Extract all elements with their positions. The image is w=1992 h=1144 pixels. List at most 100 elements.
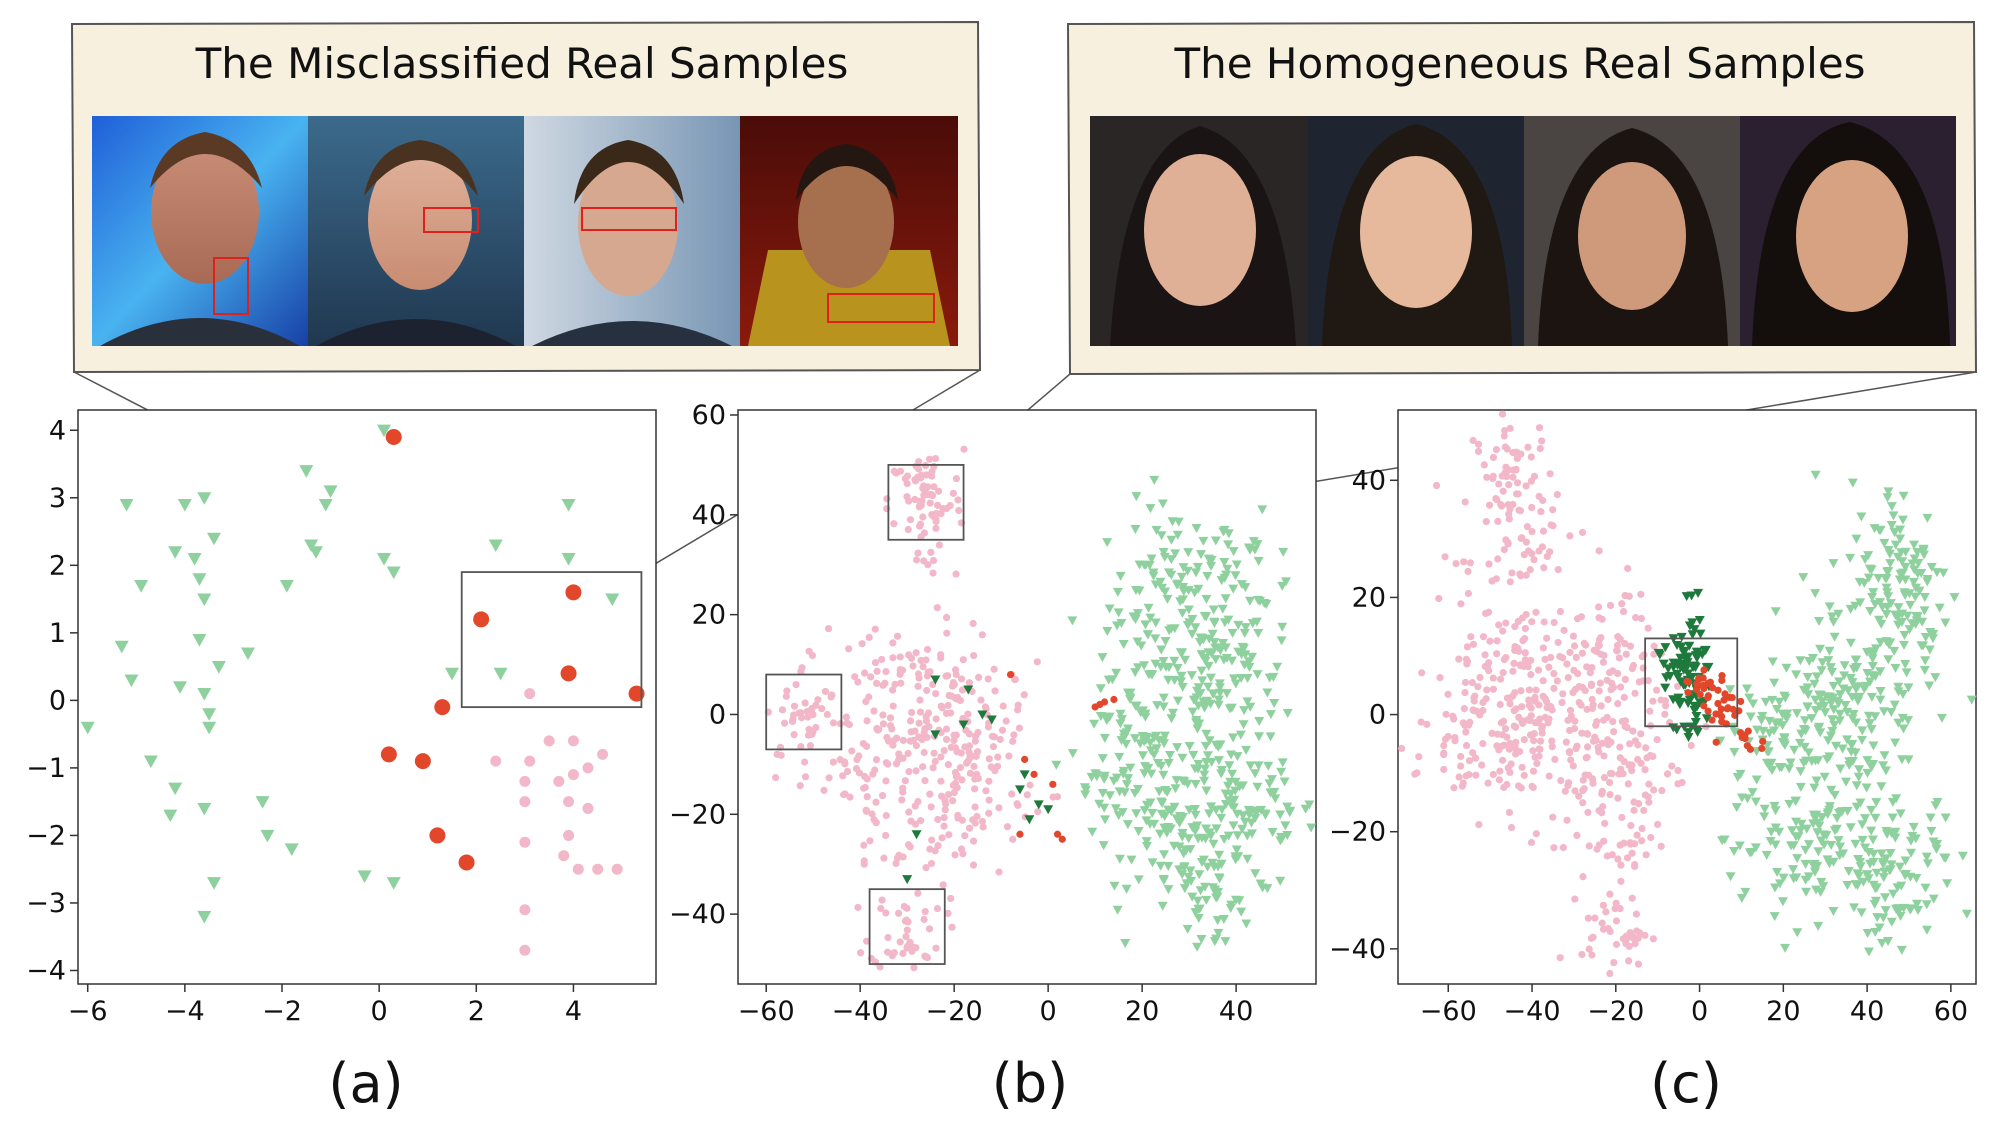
fake-point (1684, 641, 1695, 651)
real-point (1631, 737, 1639, 745)
fake-point (1920, 656, 1931, 666)
fake-point (1931, 844, 1942, 854)
fake-point (1219, 557, 1230, 567)
real-point (907, 728, 915, 736)
fake-point (1190, 826, 1201, 836)
fake-point (1163, 885, 1174, 895)
real-point (912, 649, 920, 657)
fake-point (1829, 632, 1840, 642)
fake-point (1922, 859, 1933, 869)
fake-point (1192, 942, 1203, 952)
real-point (871, 625, 879, 633)
real-point (839, 772, 847, 780)
real-point (872, 756, 881, 764)
real-point (1529, 767, 1538, 775)
real-point (1652, 686, 1661, 694)
fake-point (1832, 813, 1843, 823)
real-point (1554, 566, 1562, 574)
fake-point (1800, 726, 1811, 736)
real-point (984, 675, 992, 683)
fake-point (493, 667, 508, 681)
fake-point (114, 640, 129, 654)
real-point (958, 675, 966, 683)
real-point (1577, 701, 1585, 709)
real-point (1608, 851, 1616, 859)
misclassified-point (1714, 686, 1722, 694)
real-point (899, 949, 907, 958)
fake-point (1226, 900, 1237, 910)
fake-point (1884, 549, 1895, 559)
misclassified-point (434, 699, 451, 716)
real-point (1417, 718, 1425, 726)
fake-point (1193, 584, 1204, 594)
real-point (908, 708, 916, 717)
fake-point (1115, 709, 1126, 719)
real-point (1604, 736, 1612, 744)
fake-point (1242, 831, 1253, 841)
real-point (1525, 686, 1533, 694)
real-point (934, 501, 942, 509)
real-point (882, 777, 890, 785)
real-point (1623, 934, 1631, 942)
fake-point (1864, 719, 1875, 729)
fake-point (1658, 659, 1669, 669)
fake-point (1747, 788, 1758, 798)
fake-point (1151, 731, 1162, 741)
x-tick-label: 0 (371, 996, 388, 1027)
fake-point (1236, 674, 1247, 684)
misclassified-point (385, 429, 402, 446)
fake-point (1822, 855, 1833, 865)
real-point (969, 861, 978, 869)
real-point (1505, 510, 1513, 518)
fake-point (1809, 783, 1820, 793)
fake-point (1842, 735, 1853, 745)
fake-point (1115, 719, 1126, 729)
real-point (1519, 636, 1527, 645)
real-point (916, 708, 925, 716)
fake-point (1856, 908, 1867, 918)
fake-point (1668, 695, 1679, 705)
real-point (1527, 453, 1535, 461)
x-tick-label: 60 (1934, 996, 1968, 1027)
fake-point (1692, 728, 1703, 738)
real-point (912, 741, 921, 750)
real-point (926, 499, 934, 507)
real-point (973, 770, 981, 778)
fake-point (1895, 534, 1906, 544)
real-point (1595, 603, 1603, 611)
fake-point (1663, 664, 1674, 674)
real-point (1571, 717, 1579, 725)
fake-point (1231, 560, 1242, 570)
fake-point (1744, 693, 1755, 703)
real-point (892, 859, 900, 868)
real-point (1441, 553, 1449, 561)
real-point (1457, 600, 1465, 608)
real-point (875, 725, 883, 734)
real-point (1513, 453, 1522, 461)
real-point (1624, 564, 1632, 573)
fake-point (1924, 645, 1935, 655)
real-point (1489, 674, 1497, 682)
fake-point (1769, 678, 1780, 688)
x-tick-label: 20 (1125, 996, 1159, 1027)
fake-point (1835, 842, 1846, 852)
fake-point (1906, 848, 1917, 858)
fake-point (1800, 845, 1811, 855)
fake-point (1838, 849, 1849, 859)
fake-point (1149, 475, 1160, 485)
fake-point (1934, 603, 1945, 613)
real-point (1475, 820, 1483, 829)
fake-point (1824, 646, 1835, 656)
fake-point (1878, 913, 1889, 923)
real-point (1595, 807, 1603, 815)
fake-point (211, 661, 226, 674)
real-point (1502, 653, 1510, 662)
real-point (998, 726, 1007, 734)
fake-point (1901, 668, 1912, 678)
fake-point (1860, 814, 1871, 824)
fake-point (1101, 716, 1112, 726)
real-point (790, 731, 798, 739)
real-point (1564, 716, 1572, 724)
real-point (985, 796, 993, 804)
fake-point (1202, 572, 1213, 582)
